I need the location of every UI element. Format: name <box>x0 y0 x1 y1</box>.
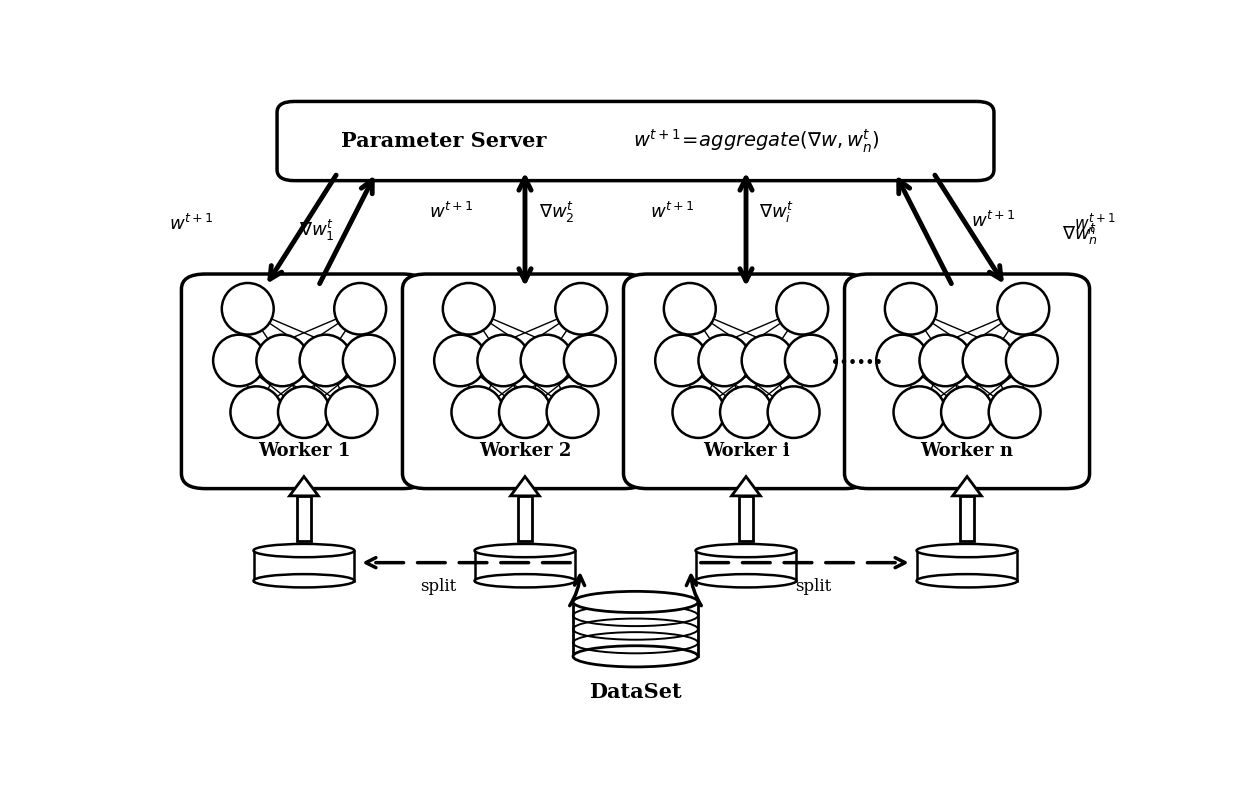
Ellipse shape <box>877 334 928 386</box>
Ellipse shape <box>521 334 573 386</box>
Ellipse shape <box>698 334 750 386</box>
FancyBboxPatch shape <box>181 274 427 488</box>
Ellipse shape <box>326 386 377 438</box>
Ellipse shape <box>213 334 265 386</box>
Text: $\nabla w_1^t$: $\nabla w_1^t$ <box>299 217 335 243</box>
Text: Worker i: Worker i <box>703 441 790 459</box>
Text: Worker n: Worker n <box>920 441 1013 459</box>
Ellipse shape <box>477 334 529 386</box>
Bar <box>573 602 698 656</box>
FancyBboxPatch shape <box>403 274 647 488</box>
Bar <box>518 496 532 541</box>
Ellipse shape <box>997 283 1049 334</box>
Ellipse shape <box>253 544 355 557</box>
Bar <box>298 496 311 541</box>
Ellipse shape <box>742 334 794 386</box>
Ellipse shape <box>564 334 616 386</box>
Ellipse shape <box>655 334 707 386</box>
Ellipse shape <box>475 574 575 587</box>
Text: split: split <box>795 579 831 595</box>
Text: $w^{t+1}$: $w^{t+1}$ <box>971 211 1016 232</box>
Ellipse shape <box>547 386 599 438</box>
Bar <box>253 550 355 581</box>
Ellipse shape <box>885 283 936 334</box>
Ellipse shape <box>253 574 355 587</box>
Ellipse shape <box>785 334 837 386</box>
Ellipse shape <box>988 386 1040 438</box>
Ellipse shape <box>278 386 330 438</box>
Ellipse shape <box>222 283 274 334</box>
Ellipse shape <box>475 544 575 557</box>
Text: DataSet: DataSet <box>589 682 682 703</box>
Text: split: split <box>420 579 456 595</box>
Text: Worker 2: Worker 2 <box>479 441 572 459</box>
Text: $w^{t+1}$: $w^{t+1}$ <box>429 202 474 222</box>
Ellipse shape <box>300 334 351 386</box>
Text: $w^{t+1}$: $w^{t+1}$ <box>650 202 696 222</box>
Ellipse shape <box>573 646 698 667</box>
Bar <box>739 496 753 541</box>
Ellipse shape <box>1006 334 1058 386</box>
Polygon shape <box>511 476 539 496</box>
Text: $w_n^{t+1}$: $w_n^{t+1}$ <box>1074 212 1116 237</box>
Ellipse shape <box>672 386 724 438</box>
Ellipse shape <box>941 386 993 438</box>
Ellipse shape <box>343 334 394 386</box>
Text: $w^{t+1}\!=\!aggregate(\nabla w,w_n^t)$: $w^{t+1}\!=\!aggregate(\nabla w,w_n^t)$ <box>632 127 879 155</box>
Ellipse shape <box>962 334 1014 386</box>
Ellipse shape <box>573 591 698 612</box>
Ellipse shape <box>451 386 503 438</box>
Text: $\nabla w_n^t$: $\nabla w_n^t$ <box>1061 222 1097 247</box>
Text: $\nabla w_i^t$: $\nabla w_i^t$ <box>759 199 794 225</box>
Ellipse shape <box>231 386 283 438</box>
Ellipse shape <box>556 283 608 334</box>
Ellipse shape <box>916 544 1018 557</box>
Ellipse shape <box>916 574 1018 587</box>
Ellipse shape <box>335 283 386 334</box>
FancyBboxPatch shape <box>844 274 1090 488</box>
Text: ......: ...... <box>831 345 883 369</box>
Ellipse shape <box>443 283 495 334</box>
Ellipse shape <box>257 334 309 386</box>
Polygon shape <box>290 476 319 496</box>
Bar <box>916 550 1018 581</box>
Ellipse shape <box>720 386 773 438</box>
Ellipse shape <box>663 283 715 334</box>
Ellipse shape <box>894 386 945 438</box>
Ellipse shape <box>434 334 486 386</box>
Bar <box>475 550 575 581</box>
Ellipse shape <box>920 334 971 386</box>
FancyBboxPatch shape <box>624 274 868 488</box>
Text: Parameter Server: Parameter Server <box>341 131 546 151</box>
Ellipse shape <box>768 386 820 438</box>
Bar <box>696 550 796 581</box>
FancyBboxPatch shape <box>277 101 994 181</box>
Text: $\nabla w_2^t$: $\nabla w_2^t$ <box>539 199 575 225</box>
Ellipse shape <box>696 544 796 557</box>
Polygon shape <box>732 476 760 496</box>
Text: Worker 1: Worker 1 <box>258 441 350 459</box>
Text: $w^{t+1}$: $w^{t+1}$ <box>169 214 215 234</box>
Polygon shape <box>952 476 982 496</box>
Ellipse shape <box>498 386 551 438</box>
Ellipse shape <box>776 283 828 334</box>
Ellipse shape <box>696 574 796 587</box>
Bar <box>960 496 973 541</box>
